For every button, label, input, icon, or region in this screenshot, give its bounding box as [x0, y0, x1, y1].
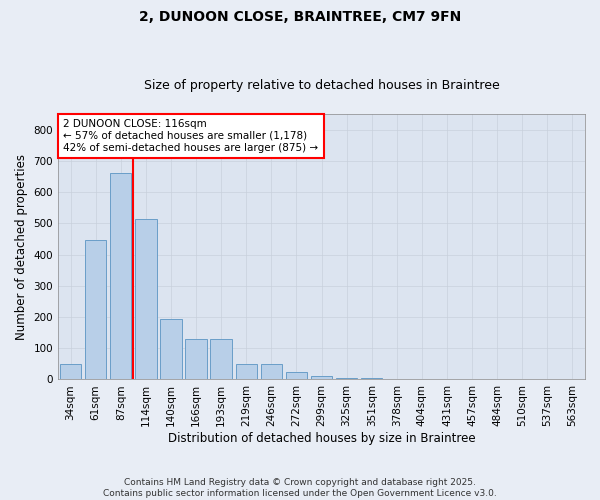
- Y-axis label: Number of detached properties: Number of detached properties: [15, 154, 28, 340]
- Bar: [311, 376, 332, 380]
- Bar: [211, 339, 232, 380]
- Bar: [336, 378, 357, 380]
- Bar: [361, 378, 382, 380]
- Text: Contains HM Land Registry data © Crown copyright and database right 2025.
Contai: Contains HM Land Registry data © Crown c…: [103, 478, 497, 498]
- Title: Size of property relative to detached houses in Braintree: Size of property relative to detached ho…: [143, 79, 499, 92]
- Bar: [236, 364, 257, 380]
- Bar: [135, 218, 157, 380]
- Bar: [185, 339, 207, 380]
- Bar: [286, 372, 307, 380]
- Bar: [260, 364, 282, 380]
- Bar: [160, 318, 182, 380]
- Text: 2, DUNOON CLOSE, BRAINTREE, CM7 9FN: 2, DUNOON CLOSE, BRAINTREE, CM7 9FN: [139, 10, 461, 24]
- Bar: [85, 240, 106, 380]
- X-axis label: Distribution of detached houses by size in Braintree: Distribution of detached houses by size …: [168, 432, 475, 445]
- Bar: [110, 174, 131, 380]
- Text: 2 DUNOON CLOSE: 116sqm
← 57% of detached houses are smaller (1,178)
42% of semi-: 2 DUNOON CLOSE: 116sqm ← 57% of detached…: [64, 120, 319, 152]
- Bar: [60, 364, 81, 380]
